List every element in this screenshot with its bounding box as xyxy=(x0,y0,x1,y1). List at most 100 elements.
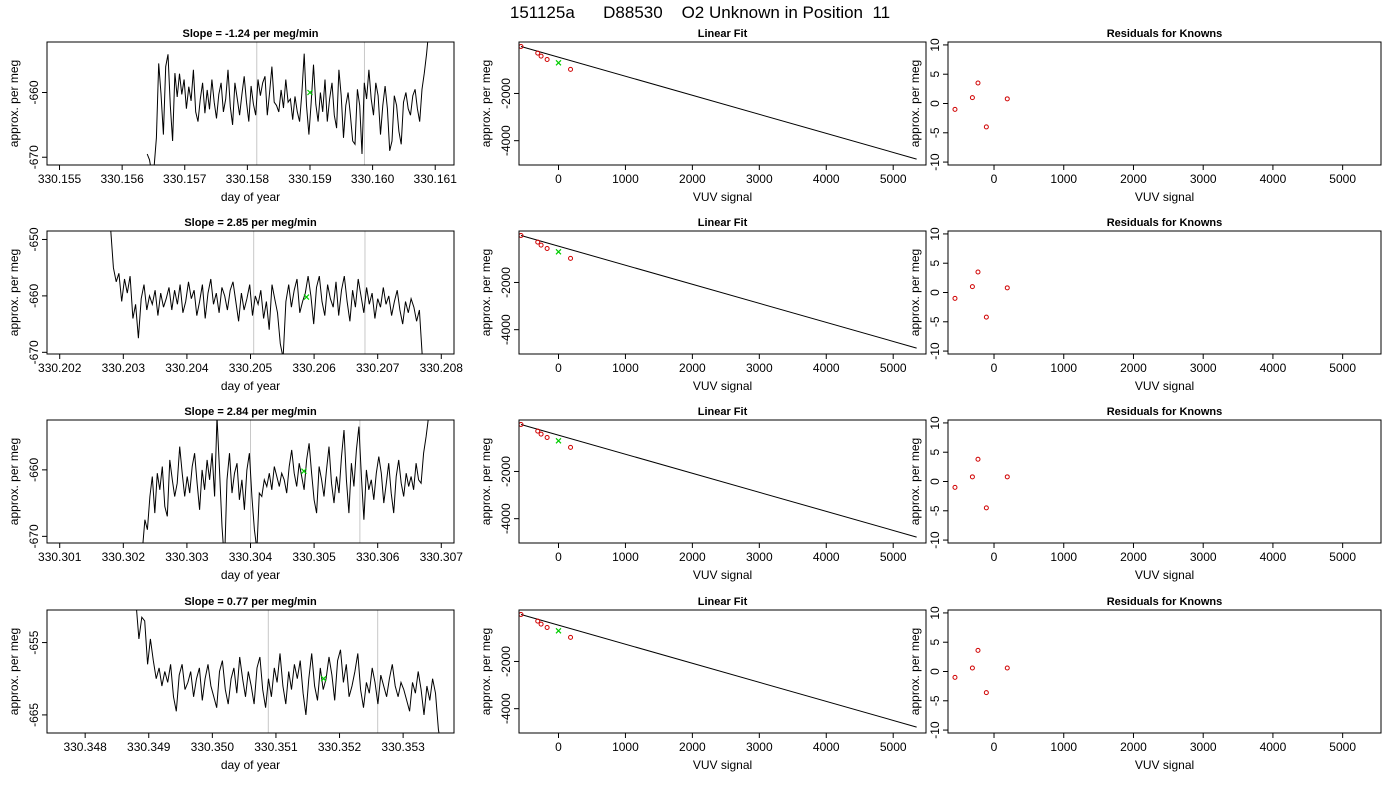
x-axis-label: day of year xyxy=(221,758,280,772)
x-axis: 0 1000 2000 3000 4000 5000 xyxy=(991,354,1356,375)
panel-fit-row-1: Linear Fit 0 1000 2000 3000 4000 5000 VUV signa… xyxy=(479,28,927,204)
known-point xyxy=(544,624,550,630)
x-tick-label: 2000 xyxy=(679,361,706,375)
y-tick-label: 0 xyxy=(928,100,942,107)
known-point xyxy=(568,634,574,640)
x-tick-label: 5000 xyxy=(880,361,907,375)
y-tick-label: -2000 xyxy=(499,646,513,677)
x-axis: 330.202 330.203 330.204 330.205 330.206 330.2… xyxy=(38,354,463,375)
y-tick-label: -660 xyxy=(27,458,41,482)
plot-area xyxy=(952,269,1010,320)
known-point xyxy=(535,239,541,245)
y-tick-label: 0 xyxy=(928,668,942,675)
unknown-marker xyxy=(303,294,310,300)
y-tick-label: 10 xyxy=(928,38,942,52)
residual-point xyxy=(1004,665,1010,671)
plot-frame xyxy=(947,419,1382,544)
x-tick-label: 1000 xyxy=(612,172,639,186)
x-tick-label: 5000 xyxy=(880,172,907,186)
x-axis-label: VUV signal xyxy=(693,758,752,772)
y-axis: -670 -660 xyxy=(27,458,47,548)
panel-title: Slope = 0.77 per meg/min xyxy=(184,596,317,608)
x-tick-label: 0 xyxy=(991,740,998,754)
y-axis-label: approx. per meg xyxy=(479,249,493,336)
panel-title: Residuals for Knowns xyxy=(1107,406,1223,418)
y-axis: -670 -660 xyxy=(27,80,47,169)
y-tick-label: -650 xyxy=(27,227,41,251)
x-tick-label: 2000 xyxy=(1120,172,1147,186)
x-tick-label: 330.204 xyxy=(165,361,209,375)
x-tick-label: 1000 xyxy=(612,550,639,564)
x-tick-label: 0 xyxy=(991,172,998,186)
y-axis: -10 -5 0 5 10 xyxy=(928,416,948,549)
x-tick-label: 330.207 xyxy=(356,361,400,375)
x-tick-label: 0 xyxy=(555,740,562,754)
x-axis-label: VUV signal xyxy=(1135,758,1194,772)
residual-point xyxy=(983,690,989,696)
plot-frame xyxy=(947,230,1382,355)
y-axis: -10 -5 0 5 10 xyxy=(928,606,948,739)
residual-point xyxy=(1004,474,1010,480)
x-tick-label: 3000 xyxy=(1190,172,1217,186)
residual-point xyxy=(969,95,975,101)
y-axis-label: approx. per meg xyxy=(908,438,922,525)
plot-frame xyxy=(46,609,455,734)
x-tick-label: 5000 xyxy=(880,740,907,754)
plot-frame xyxy=(518,609,927,734)
x-tick-label: 330.301 xyxy=(38,550,82,564)
plot-area xyxy=(952,456,1010,511)
x-tick-label: 330.350 xyxy=(191,740,235,754)
y-axis: -10 -5 0 5 10 xyxy=(928,38,948,171)
residual-point xyxy=(952,674,958,680)
x-tick-label: 3000 xyxy=(1190,740,1217,754)
x-axis: 0 1000 2000 3000 4000 5000 xyxy=(991,165,1356,186)
x-axis: 0 1000 2000 3000 4000 5000 xyxy=(555,543,907,564)
x-axis-label: VUV signal xyxy=(1135,568,1194,582)
plot-area xyxy=(519,611,917,728)
y-axis: -665 -655 xyxy=(27,630,47,727)
y-tick-label: -5 xyxy=(928,505,942,516)
x-tick-label: 330.161 xyxy=(414,172,458,186)
residual-point xyxy=(975,269,981,275)
plot-area xyxy=(519,421,917,538)
y-tick-label: -10 xyxy=(928,721,942,739)
x-axis-label: VUV signal xyxy=(693,568,752,582)
y-tick-label: -660 xyxy=(27,284,41,308)
plot-frame xyxy=(46,419,455,544)
data-series-line xyxy=(110,231,423,354)
y-axis: -4000 -2000 xyxy=(499,456,519,534)
y-tick-label: -5 xyxy=(928,127,942,138)
residual-point xyxy=(952,295,958,301)
panel-title: Slope = 2.85 per meg/min xyxy=(184,217,317,229)
x-tick-label: 3000 xyxy=(746,740,773,754)
x-tick-label: 2000 xyxy=(1120,550,1147,564)
unknown-marker xyxy=(320,675,327,682)
panel-title: Linear Fit xyxy=(698,28,748,40)
x-axis: 0 1000 2000 3000 4000 5000 xyxy=(555,165,907,186)
x-tick-label: 1000 xyxy=(1050,550,1077,564)
residual-point xyxy=(975,80,981,86)
y-tick-label: 5 xyxy=(928,449,942,456)
residual-point xyxy=(952,484,958,490)
unknown-marker xyxy=(300,468,307,475)
x-tick-label: 330.206 xyxy=(292,361,336,375)
x-tick-label: 330.202 xyxy=(38,361,82,375)
panel-fit-row-4: Linear Fit 0 1000 2000 3000 4000 5000 VUV signa… xyxy=(479,596,927,772)
x-axis-label: day of year xyxy=(221,568,280,582)
x-tick-label: 2000 xyxy=(1120,361,1147,375)
unknown-point xyxy=(555,437,562,444)
x-axis-label: VUV signal xyxy=(1135,379,1194,393)
x-tick-label: 5000 xyxy=(880,550,907,564)
x-tick-label: 0 xyxy=(991,361,998,375)
plot-frame xyxy=(518,230,927,355)
y-axis: -4000 -2000 xyxy=(499,646,519,724)
residual-point xyxy=(952,106,958,112)
residual-point xyxy=(975,647,981,653)
residual-point xyxy=(969,665,975,671)
x-tick-label: 330.159 xyxy=(288,172,332,186)
